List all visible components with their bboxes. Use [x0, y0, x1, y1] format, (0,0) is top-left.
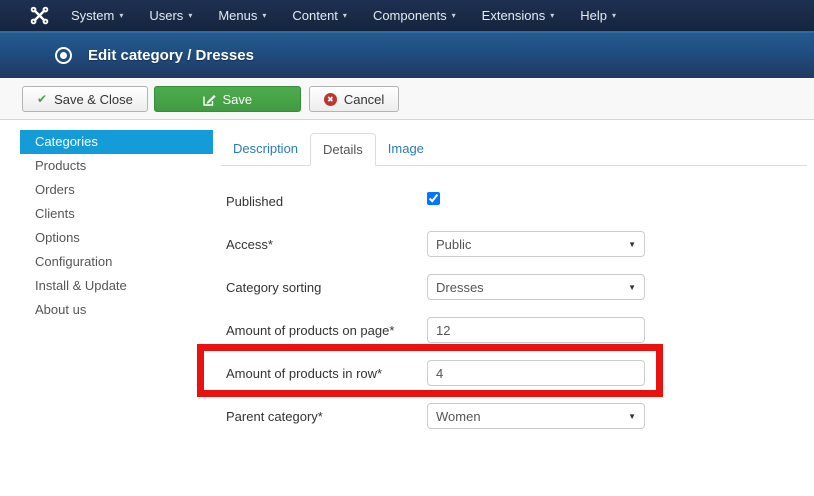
sidebar-item-categories[interactable]: Categories [20, 130, 213, 154]
admin-menubar: System ▾ Users ▾ Menus ▾ Content ▾ Compo… [0, 0, 814, 31]
chevron-down-icon: ▾ [119, 11, 124, 20]
cancel-label: Cancel [343, 91, 385, 107]
joomla-logo-icon[interactable] [30, 6, 49, 25]
menu-extensions-label: Extensions [481, 8, 546, 23]
tab-bar: Description Details Image [221, 133, 807, 166]
menu-components-label: Components [372, 8, 447, 23]
menu-system[interactable]: System ▾ [58, 0, 136, 31]
sidebar-item-configuration[interactable]: Configuration [35, 254, 113, 269]
category-details-form: Published Access* Public ▼ Category sort… [226, 188, 686, 446]
tab-details[interactable]: Details [310, 133, 376, 166]
menu-components[interactable]: Components ▾ [360, 0, 469, 31]
sidebar-item-orders[interactable]: Orders [35, 182, 75, 197]
sidebar-item-install-update[interactable]: Install & Update [35, 278, 127, 293]
menu-users-label: Users [149, 8, 184, 23]
published-label: Published [226, 193, 284, 209]
category-sorting-row: Category sorting Dresses ▼ [226, 274, 686, 300]
products-per-page-label: Amount of products on page* [226, 322, 395, 338]
products-per-page-row: Amount of products on page* [226, 317, 686, 343]
page-header: Edit category / Dresses [0, 31, 814, 78]
chevron-down-icon: ▾ [342, 11, 347, 20]
published-checkbox[interactable] [427, 192, 440, 205]
products-per-page-input[interactable] [427, 317, 645, 343]
menu-content-label: Content [292, 8, 338, 23]
menu-menus-label: Menus [218, 8, 258, 23]
dropdown-arrow-icon: ▼ [628, 282, 636, 292]
access-select-value: Public [436, 236, 472, 252]
chevron-down-icon: ▾ [550, 11, 555, 20]
products-per-row-input[interactable] [427, 360, 645, 386]
cancel-icon: ✖ [323, 92, 337, 106]
save-and-close-button[interactable]: ✔ Save & Close [22, 86, 148, 112]
chevron-down-icon: ▾ [612, 11, 617, 20]
products-per-row-row: Amount of products in row* [226, 360, 686, 386]
toolbar: ✔ Save & Close Save ✖ Cancel [0, 78, 814, 120]
menu-content[interactable]: Content ▾ [279, 0, 360, 31]
parent-category-label: Parent category* [226, 408, 323, 424]
sidebar-item-about-us[interactable]: About us [35, 302, 87, 317]
chevron-down-icon: ▾ [451, 11, 456, 20]
check-icon: ✔ [37, 92, 48, 106]
chevron-down-icon: ▾ [262, 11, 267, 20]
cancel-button[interactable]: ✖ Cancel [308, 86, 400, 112]
save-and-close-label: Save & Close [54, 91, 133, 107]
page-title: Edit category / Dresses [88, 47, 254, 64]
menu-help[interactable]: Help ▾ [567, 0, 629, 31]
category-sorting-label: Category sorting [226, 279, 322, 295]
sidebar: Categories Products Orders Clients Optio… [20, 130, 213, 322]
published-row: Published [226, 188, 686, 214]
edit-icon [202, 94, 216, 106]
parent-category-select[interactable]: Women ▼ [427, 403, 645, 429]
sidebar-item-products[interactable]: Products [35, 158, 87, 173]
component-target-icon [55, 47, 72, 64]
category-sorting-select[interactable]: Dresses ▼ [427, 274, 645, 300]
access-select[interactable]: Public ▼ [427, 231, 645, 257]
save-button[interactable]: Save [153, 86, 301, 112]
save-label: Save [222, 91, 253, 107]
tab-description[interactable]: Description [233, 141, 299, 156]
sidebar-item-clients[interactable]: Clients [35, 206, 75, 221]
access-row: Access* Public ▼ [226, 231, 686, 257]
products-per-row-label: Amount of products in row* [226, 365, 383, 381]
dropdown-arrow-icon: ▼ [628, 411, 636, 421]
dropdown-arrow-icon: ▼ [628, 239, 636, 249]
category-sorting-select-value: Dresses [436, 279, 484, 295]
sidebar-item-options[interactable]: Options [35, 230, 80, 245]
parent-category-select-value: Women [436, 408, 481, 424]
access-label: Access* [226, 236, 273, 252]
menu-users[interactable]: Users ▾ [136, 0, 205, 31]
menu-menus[interactable]: Menus ▾ [205, 0, 279, 31]
chevron-down-icon: ▾ [188, 11, 193, 20]
menu-system-label: System [71, 8, 115, 23]
tab-image[interactable]: Image [387, 141, 424, 156]
parent-category-row: Parent category* Women ▼ [226, 403, 686, 429]
menu-help-label: Help [580, 8, 608, 23]
menu-extensions[interactable]: Extensions ▾ [469, 0, 568, 31]
